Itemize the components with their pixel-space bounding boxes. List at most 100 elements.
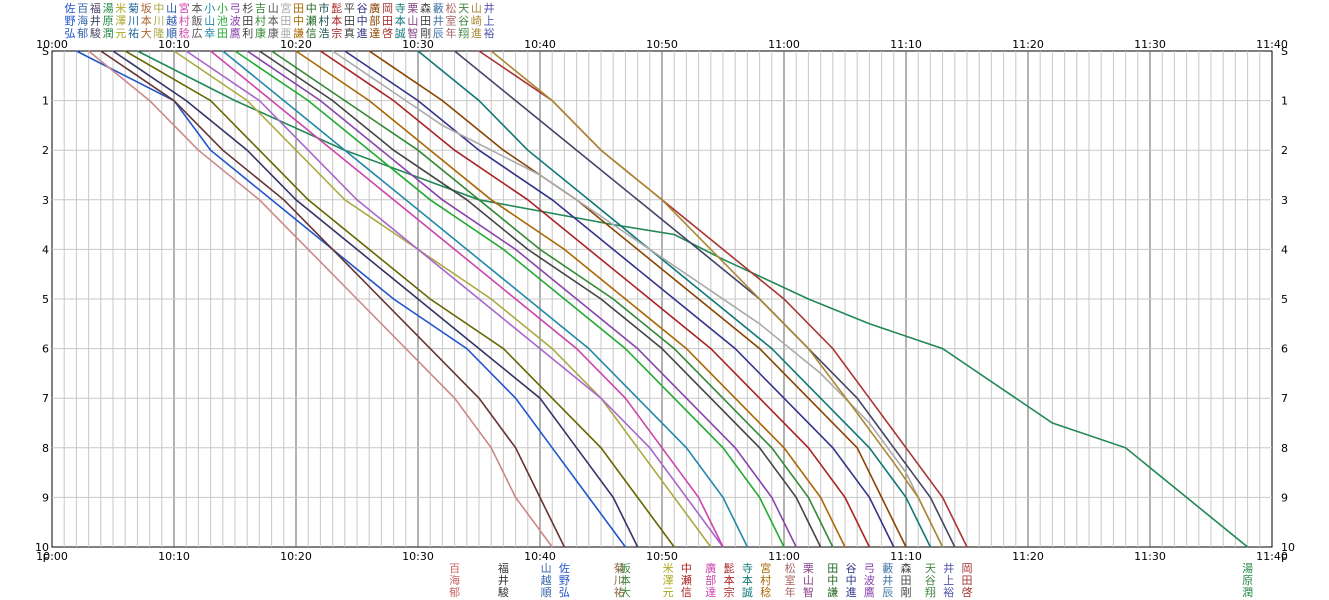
y-tick-label-left: 7 [42,392,49,405]
legend-name-top: 松室年 [446,1,457,40]
legend-name-bottom: 天谷翔 [925,562,936,599]
legend-name-top: 藪井辰 [433,2,444,40]
legend-name-top: 小池田 [217,2,228,40]
legend-name-top: 岡田啓 [382,2,393,40]
legend-name-top: 米澤元 [115,2,126,40]
legend-name-bottom: 山越順 [541,562,552,599]
legend-name-bottom: 弓波鷹 [864,562,875,599]
series-line [319,50,871,548]
legend-name-bottom: 寺本誠 [742,562,753,599]
y-tick-label-left: 1 [42,95,49,108]
x-tick-label-top: 11:40 [1256,38,1288,51]
series-line [112,50,639,548]
series-line [76,50,627,548]
legend-name-top: 宮田亜 [280,1,291,40]
y-tick-label-right: 7 [1281,392,1288,405]
y-tick-label-right: 2 [1281,144,1288,157]
x-tick-label-top: 10:00 [36,38,68,51]
x-tick-label-bottom: 11:10 [890,550,922,563]
legend-name-top: 中川隆 [153,2,164,40]
y-tick-label-left: 8 [42,442,49,455]
y-tick-label-right: S [1281,45,1288,58]
legend-name-bottom: 福井駿 [498,561,509,599]
legend-name-bottom: 百海郁 [449,562,460,599]
legend-name-top: 廣部達 [369,1,380,40]
x-tick-label-top: 10:30 [402,38,434,51]
x-tick-label-bottom: 10:00 [36,550,68,563]
legend-name-top: 山本康 [268,2,279,40]
y-tick-label-right: 4 [1281,243,1288,256]
legend-name-bottom: 森田剛 [901,561,912,599]
y-tick-label-left: 2 [42,144,49,157]
legend-name-top: 井上裕 [484,1,495,40]
series-line [258,50,822,548]
y-tick-label-right: 3 [1281,194,1288,207]
x-tick-label-top: 11:20 [1012,38,1044,51]
legend-name-bottom: 藪井辰 [882,562,893,599]
legend-name-bottom: 宮村稔 [760,561,771,599]
legend-name-top: 本飯広 [192,1,203,40]
x-tick-label-top: 11:10 [890,38,922,51]
legend-name-bottom: 佐野弘 [559,561,570,599]
legend-name-bottom: 岡田啓 [962,562,973,599]
x-tick-label-bottom: 10:20 [280,550,312,563]
series-line [234,50,785,548]
legend-name-top: 吉村康 [255,2,266,40]
series-line [246,50,797,548]
series-line [490,50,944,548]
legend-name-bottom: 廣部達 [705,561,716,599]
series-line [332,50,944,548]
y-tick-label-right: 9 [1281,491,1288,504]
legend-name-top: 中瀬信 [306,2,317,40]
y-tick-label-right: F [1281,552,1287,565]
legend-name-top: 栗山智 [407,2,418,40]
legend-name-bottom: 髭本宗 [724,561,735,599]
legend-name-bottom: 坂本大 [620,562,631,599]
x-tick-label-top: 10:10 [158,38,190,51]
legend-name-top: 福井駿 [90,1,101,40]
legend-name-top: 寺本誠 [395,2,406,40]
x-tick-label-top: 10:40 [524,38,556,51]
legend-name-top: 髭本宗 [331,1,342,40]
legend-name-top: 坂本大 [141,2,152,40]
x-tick-label-bottom: 11:40 [1256,550,1288,563]
series-line [185,50,724,548]
legend-name-top: 菊川祐 [128,2,139,40]
series-line [100,50,566,548]
y-tick-label-right: 5 [1281,293,1288,306]
series-line [271,50,834,548]
series-line [88,50,553,548]
legend-name-bottom: 井上裕 [943,561,954,599]
legend-name-bottom: 湯原潤 [1242,562,1253,599]
legend-name-top: 湯原潤 [103,2,114,40]
x-tick-label-top: 10:20 [280,38,312,51]
x-tick-label-top: 11:30 [1134,38,1166,51]
legend-name-bottom: 米澤元 [663,562,674,599]
legend-name-bottom: 栗山智 [803,562,814,599]
x-tick-label-bottom: 10:50 [646,550,678,563]
y-tick-label-left: 10 [35,541,49,554]
legend-name-top: 宮村稔 [179,1,190,40]
y-tick-label-left: F [43,552,49,565]
legend-name-top: 市村浩 [319,1,330,40]
legend-name-bottom: 松室年 [785,561,796,599]
y-tick-label-left: 3 [42,194,49,207]
y-tick-label-left: 5 [42,293,49,306]
legend-name-top: 佐野弘 [65,1,76,40]
legend-name-bottom: 中瀬信 [681,562,692,599]
x-tick-label-top: 11:00 [768,38,800,51]
x-tick-label-bottom: 10:30 [402,550,434,563]
y-tick-label-left: 4 [42,243,49,256]
x-tick-label-bottom: 11:20 [1012,550,1044,563]
y-tick-label-left: S [42,45,49,58]
x-tick-label-top: 10:50 [646,38,678,51]
series-line [210,50,724,548]
legend-name-top: 平田真 [344,2,355,40]
y-tick-label-right: 10 [1281,541,1295,554]
series-line [124,50,675,548]
legend-name-top: 小山幸 [204,2,215,40]
y-tick-label-left: 6 [42,343,49,356]
legend-name-bottom: 菊川祐 [614,562,625,599]
y-tick-label-right: 8 [1281,442,1288,455]
